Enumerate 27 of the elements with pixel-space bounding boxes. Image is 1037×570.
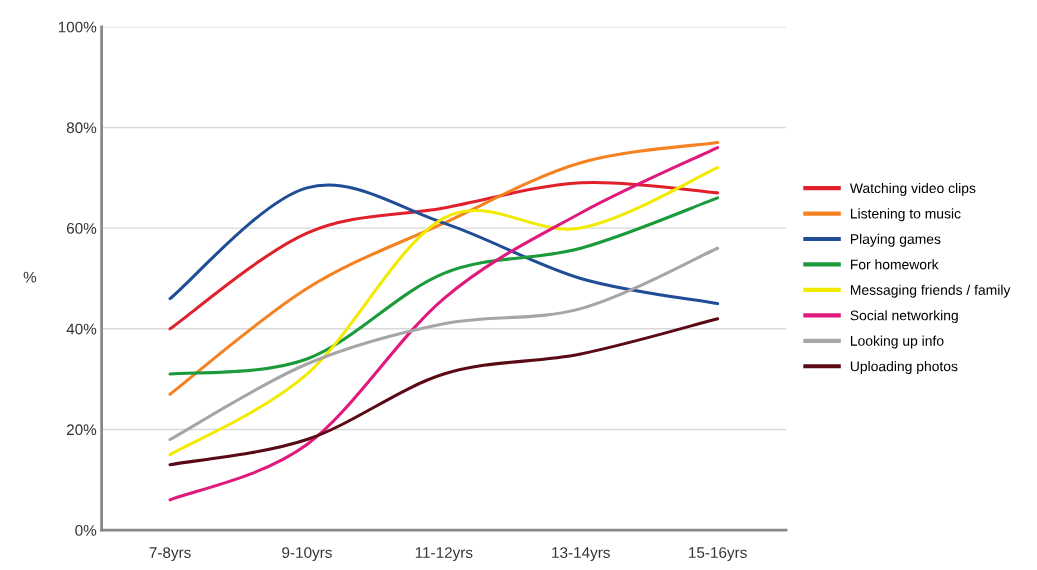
y-axis-title: %: [23, 271, 37, 283]
line-series: [168, 180, 720, 331]
line-series: [168, 317, 720, 467]
legend-label: Playing games: [850, 233, 941, 247]
y-tick-label: 100%: [58, 21, 97, 33]
x-tick-label: 11-12yrs: [415, 547, 473, 562]
legend-label: Uploading photos: [850, 361, 958, 374]
legend-label: For homework: [850, 259, 939, 270]
line-series: [168, 146, 720, 502]
y-tick-label: 40%: [66, 323, 97, 335]
legend-label: Listening to music: [850, 208, 961, 222]
x-tick-label: 9-10yrs: [282, 547, 332, 562]
y-tick-label: 0%: [75, 524, 97, 536]
line-series: [168, 196, 720, 376]
y-tick-label: 80%: [66, 122, 97, 134]
x-tick-label: 15-16yrs: [689, 547, 747, 562]
legend-label: Messaging friends / family: [850, 284, 1011, 298]
line-series: [168, 166, 720, 457]
x-tick-label: 7-8yrs: [149, 547, 191, 562]
line-series: [168, 141, 720, 396]
y-tick-label: 60%: [66, 222, 97, 234]
y-tick-label: 20%: [66, 424, 97, 436]
x-tick-label: 13-14yrs: [552, 547, 610, 562]
line-series: [168, 246, 720, 442]
legend-label: Social networking: [850, 310, 958, 324]
legend-label: Looking up info: [850, 335, 944, 349]
legend-label: Watching video clips: [849, 182, 976, 196]
